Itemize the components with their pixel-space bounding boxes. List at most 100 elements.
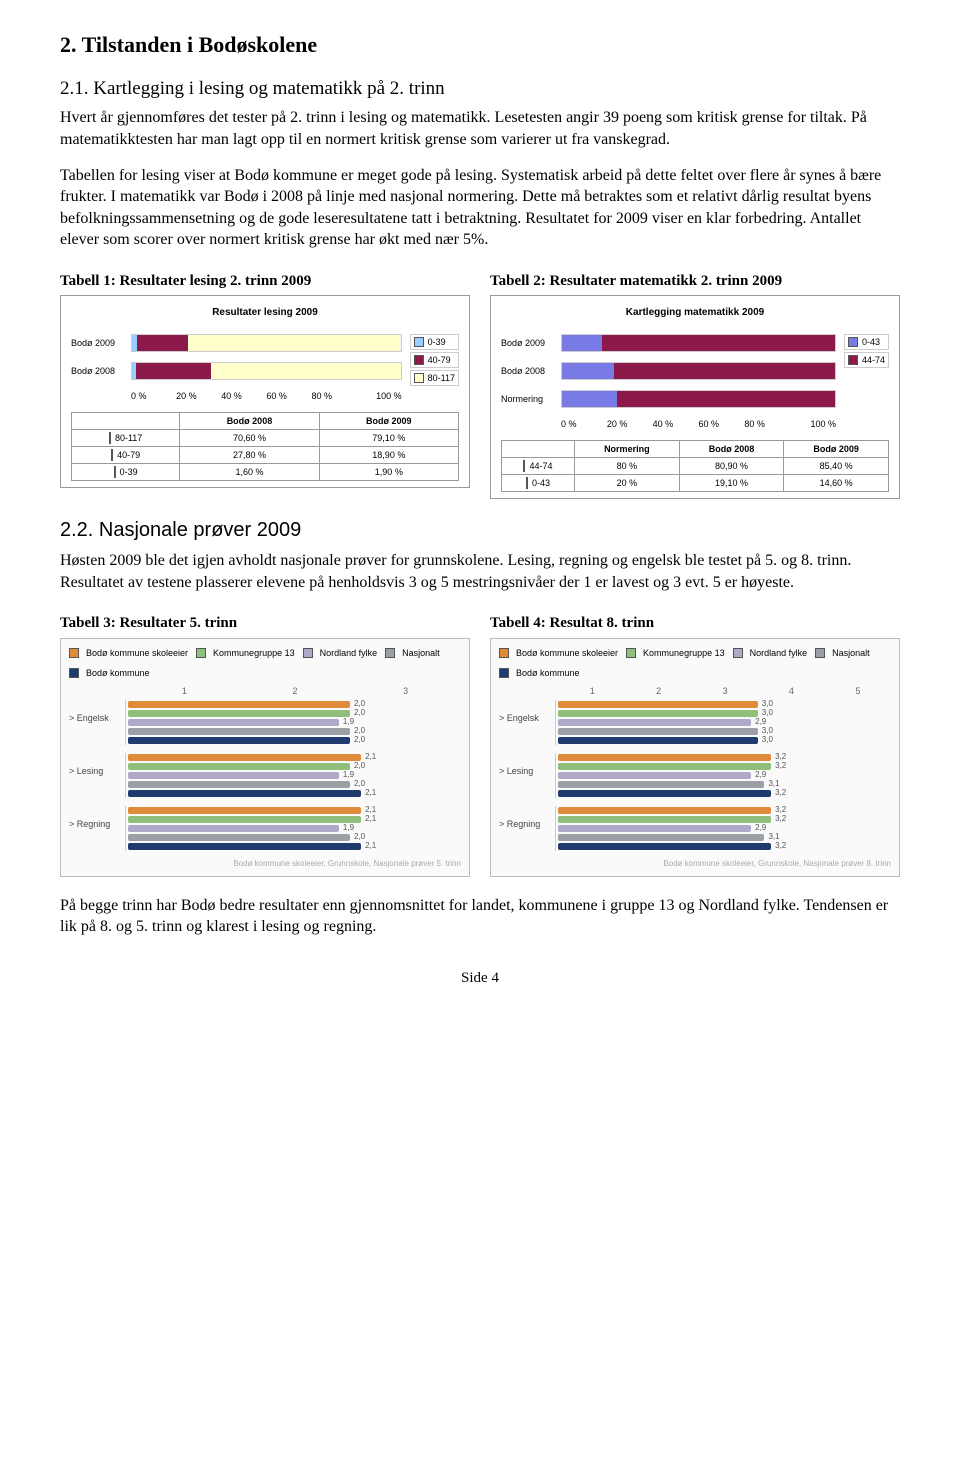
tabell-1-data: Bodø 2008 Bodø 2009 80-117 70,60 % 79,10… — [71, 412, 459, 482]
legend: 0-43 44-74 — [844, 334, 889, 370]
bar-row: 3,0 — [558, 736, 891, 744]
bar — [558, 737, 758, 744]
topic-regning: > Regning3,23,22,93,13,2 — [499, 806, 891, 851]
legend-item: Bodø kommune — [69, 667, 150, 679]
col-head — [72, 412, 180, 429]
bar — [558, 807, 771, 814]
tabell-3-chart: Bodø kommune skoleeierKommunegruppe 13No… — [60, 638, 470, 877]
col-head: Bodø 2009 — [784, 440, 889, 457]
paragraph-2: Tabellen for lesing viser at Bodø kommun… — [60, 165, 900, 251]
legend-label: Nasjonalt — [402, 647, 440, 659]
bar-row: 3,2 — [558, 789, 891, 797]
bar-value: 3,2 — [775, 841, 786, 852]
bar-label: Bodø 2009 — [501, 337, 561, 349]
tabell-4-chart: Bodø kommune skoleeierKommunegruppe 13No… — [490, 638, 900, 877]
bar-value: 3,2 — [775, 761, 786, 772]
scale-tick: 3 — [692, 685, 758, 697]
cell: 1,90 % — [319, 464, 458, 481]
legend-item: Kommunegruppe 13 — [196, 647, 295, 659]
subsection-1-title: 2.1. Kartlegging i lesing og matematikk … — [60, 76, 900, 102]
col-head: Bodø 2008 — [679, 440, 784, 457]
table-row: 40-79 27,80 % 18,90 % — [72, 447, 459, 464]
cell: 79,10 % — [319, 429, 458, 446]
tabell-4-title: Tabell 4: Resultat 8. trinn — [490, 613, 900, 633]
seg-0-43 — [562, 335, 602, 351]
scale: 123 — [129, 685, 461, 697]
tabell-1-chart: Resultater lesing 2009 Bodø 2009 Bodø 20… — [60, 295, 470, 488]
bar — [558, 754, 771, 761]
seg-44-74 — [602, 335, 835, 351]
paragraph-1: Hvert år gjennomføres det tester på 2. t… — [60, 107, 900, 150]
bar-value: 2,0 — [354, 832, 365, 843]
bar-normering: Normering — [501, 390, 836, 408]
bar-label: Bodø 2008 — [71, 365, 131, 377]
swatch-icon — [526, 477, 528, 489]
swatch-icon — [69, 668, 79, 678]
tabell-1-chart-title: Resultater lesing 2009 — [71, 306, 459, 320]
bar — [128, 710, 350, 717]
legend-label: Bodø kommune skoleeier — [516, 647, 618, 659]
bar-value: 1,9 — [343, 717, 354, 728]
legend-label: Bodø kommune — [86, 667, 150, 679]
swatch-icon — [815, 648, 825, 658]
bar-value: 2,0 — [354, 735, 365, 746]
bar-value: 2,1 — [365, 814, 376, 825]
bar-row: 2,1 — [128, 789, 461, 797]
bar-label: Bodø 2008 — [501, 365, 561, 377]
scale-tick: 2 — [240, 685, 351, 697]
legend-item: Kommunegruppe 13 — [626, 647, 725, 659]
swatch-icon — [523, 460, 525, 472]
paragraph-4: På begge trinn har Bodø bedre resultater… — [60, 895, 900, 938]
table-row: 80-117 70,60 % 79,10 % — [72, 429, 459, 446]
legend-label: 0-39 — [428, 336, 446, 348]
legend-label: 40-79 — [428, 354, 451, 366]
seg-0-43 — [562, 363, 614, 379]
cell: 85,40 % — [784, 457, 889, 474]
bar-row: 2,1 — [128, 815, 461, 823]
tick: 20 % — [607, 418, 653, 430]
topic-regning: > Regning2,12,11,92,02,1 — [69, 806, 461, 851]
scale: 12345 — [559, 685, 891, 697]
bar — [128, 816, 361, 823]
tick: 40 % — [221, 390, 266, 402]
bar-row: 2,9 — [558, 718, 891, 726]
topic-lesing: > Lesing2,12,01,92,02,1 — [69, 753, 461, 798]
swatch-icon — [733, 648, 743, 658]
bar — [128, 754, 361, 761]
legend-label: Kommunegruppe 13 — [213, 647, 295, 659]
bar-bodo-2008: Bodø 2008 — [501, 362, 836, 380]
page-footer: Side 4 — [60, 968, 900, 988]
col-head — [502, 440, 575, 457]
swatch-icon — [414, 355, 424, 365]
bar-row: 3,2 — [558, 753, 891, 761]
bar — [558, 772, 751, 779]
tabell-1-title: Tabell 1: Resultater lesing 2. trinn 200… — [60, 271, 470, 291]
tabell-2-data: Normering Bodø 2008 Bodø 2009 44-74 80 %… — [501, 440, 889, 492]
tick: 100 % — [790, 418, 836, 430]
x-axis: 0 % 20 % 40 % 60 % 80 % 100 % — [561, 418, 836, 430]
bar — [128, 807, 361, 814]
legend-label: 44-74 — [862, 354, 885, 366]
swatch-icon — [499, 648, 509, 658]
bar — [558, 728, 758, 735]
swatch-icon — [196, 648, 206, 658]
tabell-3-title: Tabell 3: Resultater 5. trinn — [60, 613, 470, 633]
col-head: Normering — [575, 440, 680, 457]
bar — [128, 781, 350, 788]
tick: 40 % — [653, 418, 699, 430]
tick: 60 % — [266, 390, 311, 402]
bar-row: 3,0 — [558, 727, 891, 735]
legend-item: Bodø kommune skoleeier — [69, 647, 188, 659]
legend-item: Bodø kommune skoleeier — [499, 647, 618, 659]
topic-label: > Lesing — [499, 753, 555, 798]
legend: Bodø kommune skoleeierKommunegruppe 13No… — [69, 647, 461, 679]
seg-44-74 — [614, 363, 835, 379]
bar-row: 3,1 — [558, 833, 891, 841]
bar-row: 3,1 — [558, 780, 891, 788]
tick: 80 % — [311, 390, 356, 402]
topic-engelsk: > Engelsk3,03,02,93,03,0 — [499, 700, 891, 745]
swatch-icon — [111, 449, 113, 461]
row-label: 0-43 — [532, 478, 550, 488]
swatch-icon — [499, 668, 509, 678]
swatch-icon — [69, 648, 79, 658]
